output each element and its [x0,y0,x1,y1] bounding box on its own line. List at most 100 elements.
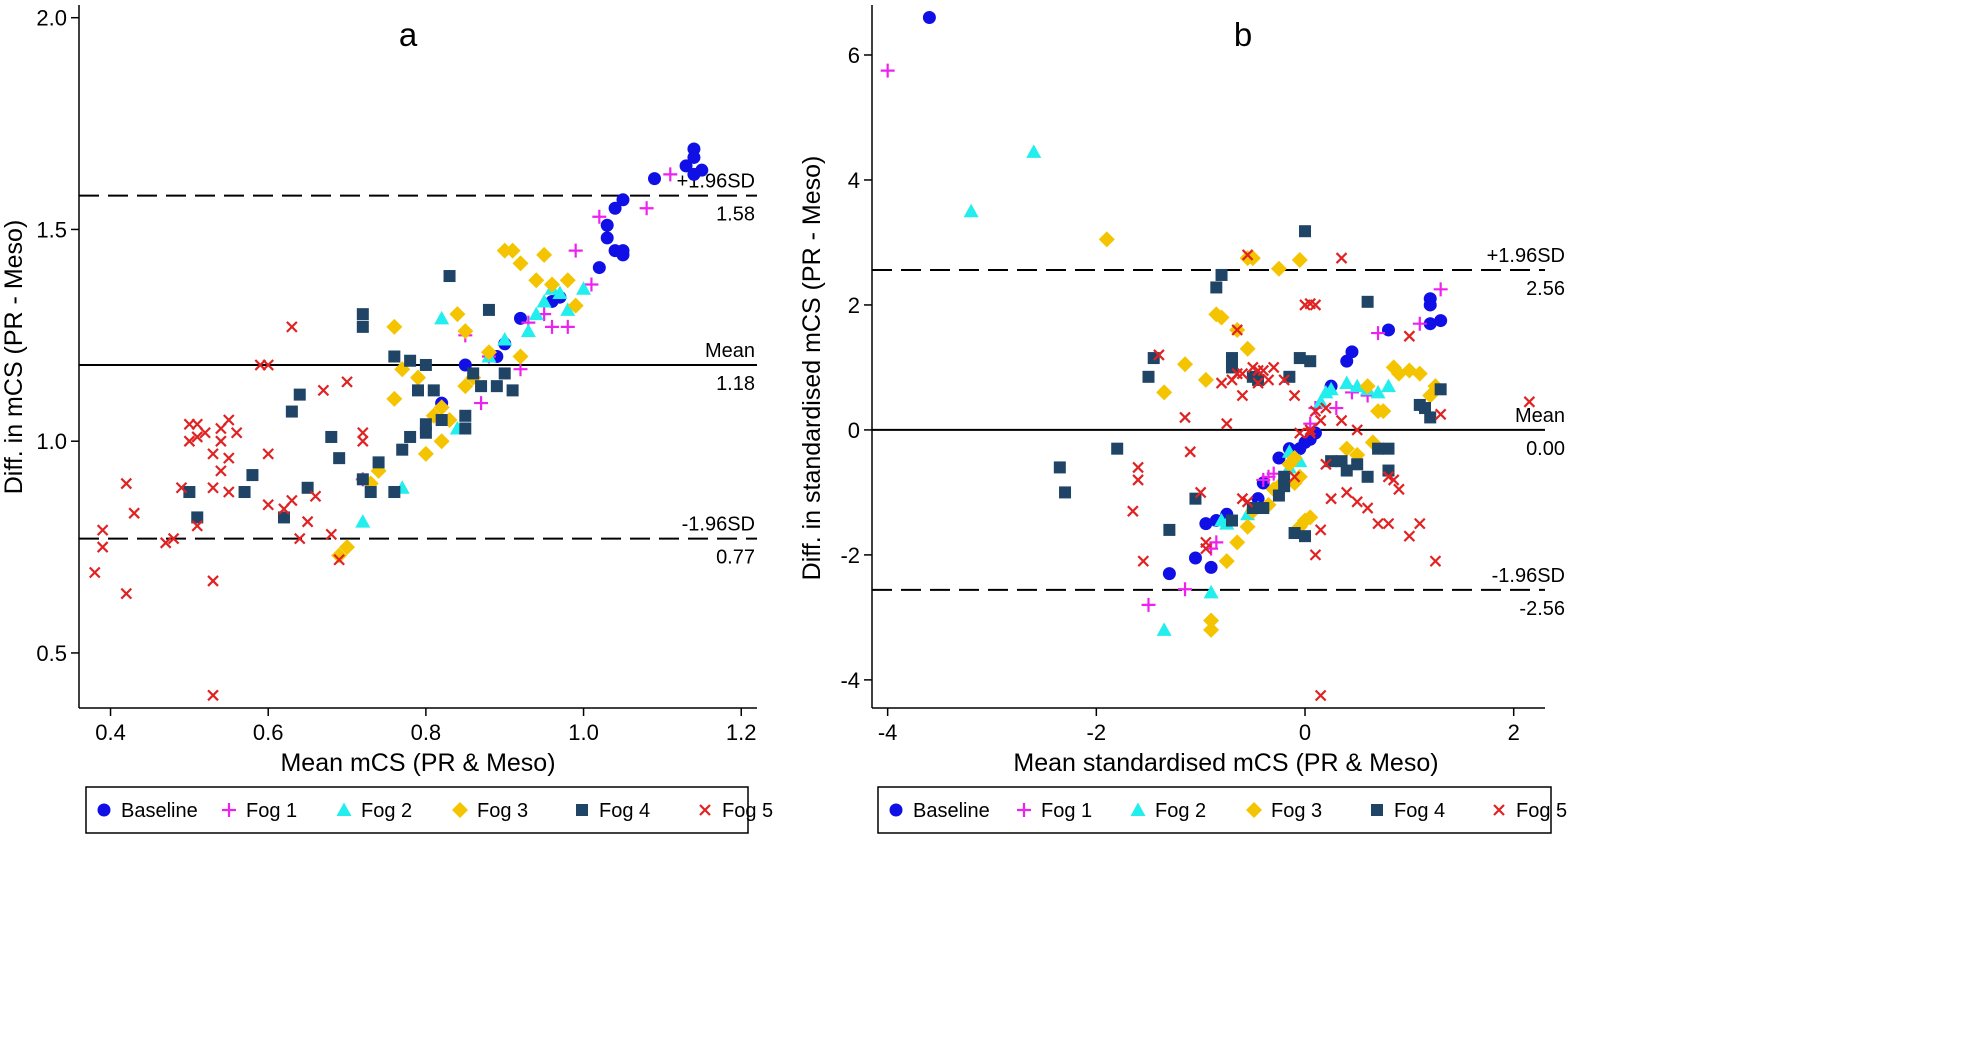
y-tick-label: 6 [848,43,860,68]
data-point-fog-4 [412,384,424,397]
data-point-fog-5 [293,532,306,545]
data-point-fog-4 [293,388,306,401]
data-point-fog-4 [238,486,251,499]
data-point-fog-1 [1303,416,1318,431]
data-point-fog-4 [435,414,448,427]
data-point-fog-5 [1127,505,1139,517]
data-point-fog-4 [490,380,503,393]
data-point-fog-5 [1309,405,1322,417]
data-point-baseline [608,201,622,215]
data-point-fog-3 [1177,356,1194,373]
data-point-fog-4 [1278,480,1291,493]
data-point-fog-4 [356,308,369,321]
data-point-fog-3 [544,276,561,293]
data-point-fog-4 [404,354,417,367]
upper-loa-value: 1.58 [716,204,755,226]
data-point-fog-1 [1412,316,1427,331]
lower-loa-label: -1.96SD [1492,565,1565,587]
y-tick-label: 2 [848,293,860,318]
data-point-fog-4 [1210,281,1223,294]
data-point-fog-5 [1403,330,1416,342]
data-point-fog-3 [1338,440,1355,457]
data-point-fog-5 [1252,364,1264,377]
data-point-fog-4 [191,511,204,524]
data-point-fog-3 [457,378,474,395]
data-point-fog-4 [1419,402,1432,415]
data-point-fog-5 [1335,252,1348,264]
legend-marker-fog-1 [222,803,236,817]
legend-box [85,786,749,834]
data-point-baseline [1423,298,1437,312]
x-axis-title: Mean mCS (PR & Meso) [280,749,555,777]
data-point-baseline [616,193,630,207]
data-point-fog-5 [207,482,219,494]
data-point-fog-4 [356,473,369,486]
data-point-fog-5 [325,528,338,541]
data-point-fog-3 [1203,621,1220,638]
data-point-fog-3 [339,539,356,556]
y-tick-label: 2.0 [36,6,67,31]
data-point-fog-5 [1325,492,1337,505]
data-point-baseline [1204,560,1218,574]
data-point-fog-5 [1304,427,1317,439]
data-point-fog-5 [1393,483,1405,496]
data-point-fog-4 [1299,225,1312,238]
data-point-fog-5 [1523,396,1536,408]
data-point-fog-4 [443,270,456,283]
data-point-fog-4 [1111,442,1124,455]
data-point-baseline [1340,354,1354,368]
data-point-fog-5 [1382,517,1395,530]
data-point-fog-1 [560,319,575,334]
data-point-fog-3 [386,318,403,335]
data-point-fog-5 [1309,549,1322,561]
data-point-fog-4 [1147,352,1160,365]
data-point-fog-4 [498,367,511,380]
data-point-fog-3 [480,344,497,361]
data-point-fog-5 [1351,496,1363,508]
data-point-fog-4 [1225,514,1238,527]
series-fog-1 [355,167,678,487]
data-point-baseline [1199,517,1213,531]
data-point-fog-5 [1194,486,1207,499]
x-tick-label: 1.0 [568,720,599,745]
data-point-fog-5 [333,553,345,566]
data-point-fog-5 [341,376,353,388]
data-point-fog-3 [433,399,450,416]
mean-label: Mean [705,340,755,362]
data-point-fog-5 [1288,471,1301,483]
legend-label-fog-1: Fog 1 [246,800,297,822]
legend-marker-fog-1 [1017,803,1031,817]
data-point-fog-5 [120,477,133,490]
data-point-fog-1 [584,277,599,292]
panel-b: -4 -2 0 2 4 6 -4 -2 0 2 b Mean standardised mCS (PR… [798,5,1567,834]
data-point-fog-3 [1239,518,1256,535]
data-point-fog-5 [191,520,204,532]
data-point-fog-4 [1424,411,1437,424]
data-point-fog-5 [183,418,196,431]
data-point-fog-1 [1433,282,1448,297]
data-point-fog-3 [496,242,513,259]
data-point-fog-5 [1252,377,1264,389]
data-point-fog-5 [1314,414,1327,427]
data-point-fog-5 [357,435,369,447]
data-point-fog-5 [1236,389,1249,402]
data-point-fog-4 [1278,470,1291,483]
data-point-fog-3 [1281,456,1298,473]
data-point-fog-4 [1434,383,1447,396]
data-point-fog-4 [1361,295,1374,308]
data-point-fog-5 [1278,374,1290,386]
data-point-fog-5 [1294,427,1306,439]
data-point-fog-2 [1370,384,1386,399]
data-point-baseline [1434,314,1448,328]
data-point-fog-4 [1351,458,1364,471]
x-tick-label: -2 [1087,720,1107,745]
data-point-fog-2 [536,293,552,308]
data-point-fog-3 [1291,251,1308,268]
legend-label-fog-1: Fog 1 [1041,800,1092,822]
data-point-fog-3 [386,390,403,407]
data-point-fog-5 [1241,249,1254,261]
data-point-fog-4 [1257,502,1270,515]
legend-label-fog-3: Fog 3 [477,800,528,822]
data-point-fog-4 [482,303,495,316]
y-tick-label: -4 [840,668,860,693]
